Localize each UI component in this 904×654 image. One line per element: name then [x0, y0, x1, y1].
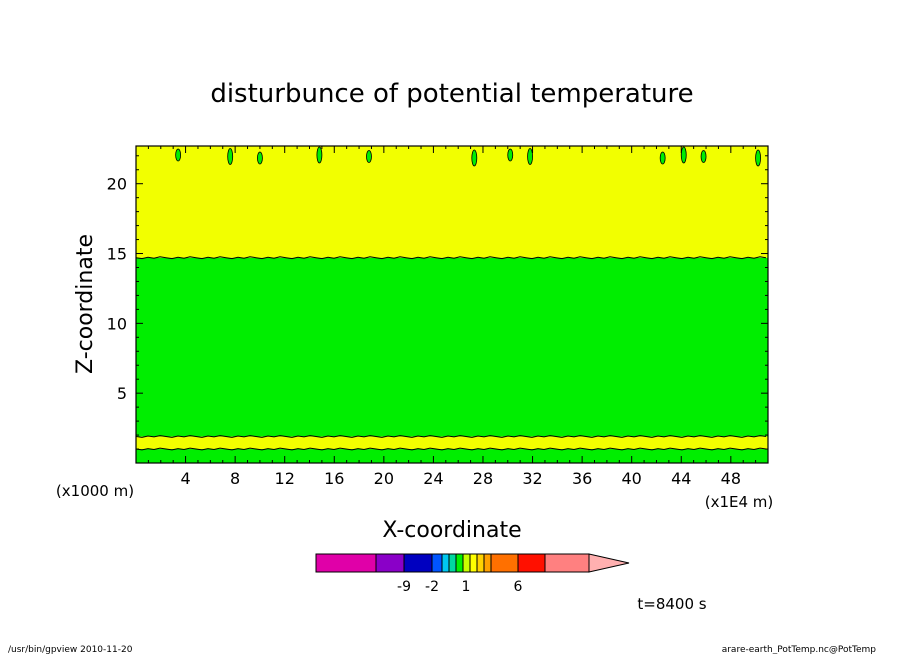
x-axis-label: X-coordinate	[382, 518, 521, 543]
x-tick-label: 20	[374, 469, 394, 488]
contour-blob-6	[507, 148, 514, 162]
y-tick-label: 20	[107, 175, 127, 194]
footer-left: /usr/bin/gpview 2010-11-20	[8, 645, 133, 654]
contour-band-0	[136, 449, 768, 463]
contour-blob-11	[755, 149, 761, 167]
x-tick-label: 36	[572, 469, 592, 488]
colorbar-segment	[315, 553, 377, 573]
colorbar-label: 1	[462, 579, 471, 595]
x-tick-label: 32	[522, 469, 542, 488]
colorbar-segment	[476, 553, 485, 573]
contour-blob-2	[257, 151, 263, 165]
x-tick-label: 48	[721, 469, 741, 488]
colorbar-arrow	[588, 553, 630, 573]
time-label: t=8400 s	[637, 595, 706, 613]
contour-line-0	[135, 447, 767, 451]
x-tick-label: 12	[275, 469, 295, 488]
contour-band-3	[136, 146, 768, 258]
contour-blob-5	[471, 149, 478, 167]
y-axis-ticks: 5 10 15 20	[107, 175, 127, 403]
y-tick-label: 5	[117, 384, 127, 403]
y-tick-label: 10	[107, 314, 127, 333]
colorbar-segment	[462, 553, 471, 573]
contour-blob-3	[316, 146, 323, 164]
x-tick-label: 24	[423, 469, 443, 488]
plot-area	[135, 145, 769, 464]
contour-blob-4	[366, 150, 372, 163]
colorbar-segment	[375, 553, 405, 573]
contour-band-1	[136, 436, 768, 450]
x-tick-label: 8	[230, 469, 240, 488]
plot-frame	[135, 145, 769, 464]
contour-blob-0	[175, 148, 182, 162]
x-tick-label: 44	[671, 469, 691, 488]
contour-line-1	[135, 435, 767, 438]
colorbar-segment	[490, 553, 519, 573]
y-tick-label: 15	[107, 245, 127, 264]
x-unit-right: (x1E4 m)	[705, 493, 774, 511]
contour-blob-9	[680, 146, 687, 164]
colorbar-segment	[469, 553, 478, 573]
colorbar-segment	[455, 553, 464, 573]
x-tick-label: 28	[473, 469, 493, 488]
contour-blob-10	[700, 150, 707, 163]
colorbar-segment	[544, 553, 590, 573]
chart-title: disturbunce of potential temperature	[210, 79, 693, 109]
colorbar-segment	[448, 553, 457, 573]
colorbar-segment	[441, 553, 450, 573]
colorbar-segment	[403, 553, 433, 573]
colorbar-label: -9	[397, 579, 411, 595]
x-tick-label: 16	[324, 469, 344, 488]
contour-line-2	[135, 256, 767, 260]
colorbar-label: -2	[425, 579, 439, 595]
y-axis-label: Z-coordinate	[73, 234, 98, 374]
x-tick-label: 4	[180, 469, 190, 488]
x-axis-ticks: 4 8 12 16 20 24 28 32 36 40 44 48	[180, 469, 741, 488]
contour-blob-7	[527, 148, 533, 165]
contour-blob-8	[659, 151, 666, 165]
x-unit-left: (x1000 m)	[56, 482, 134, 500]
contour-band-2	[136, 257, 768, 437]
colorbar: -9 -2 1 6	[315, 553, 630, 595]
contour-blob-1	[227, 148, 234, 165]
colorbar-label: 6	[514, 579, 523, 595]
footer-right: arare-earth_PotTemp.nc@PotTemp	[722, 645, 877, 654]
x-tick-label: 40	[622, 469, 642, 488]
colorbar-segment	[431, 553, 443, 573]
colorbar-segment	[483, 553, 492, 573]
colorbar-segment	[517, 553, 546, 573]
